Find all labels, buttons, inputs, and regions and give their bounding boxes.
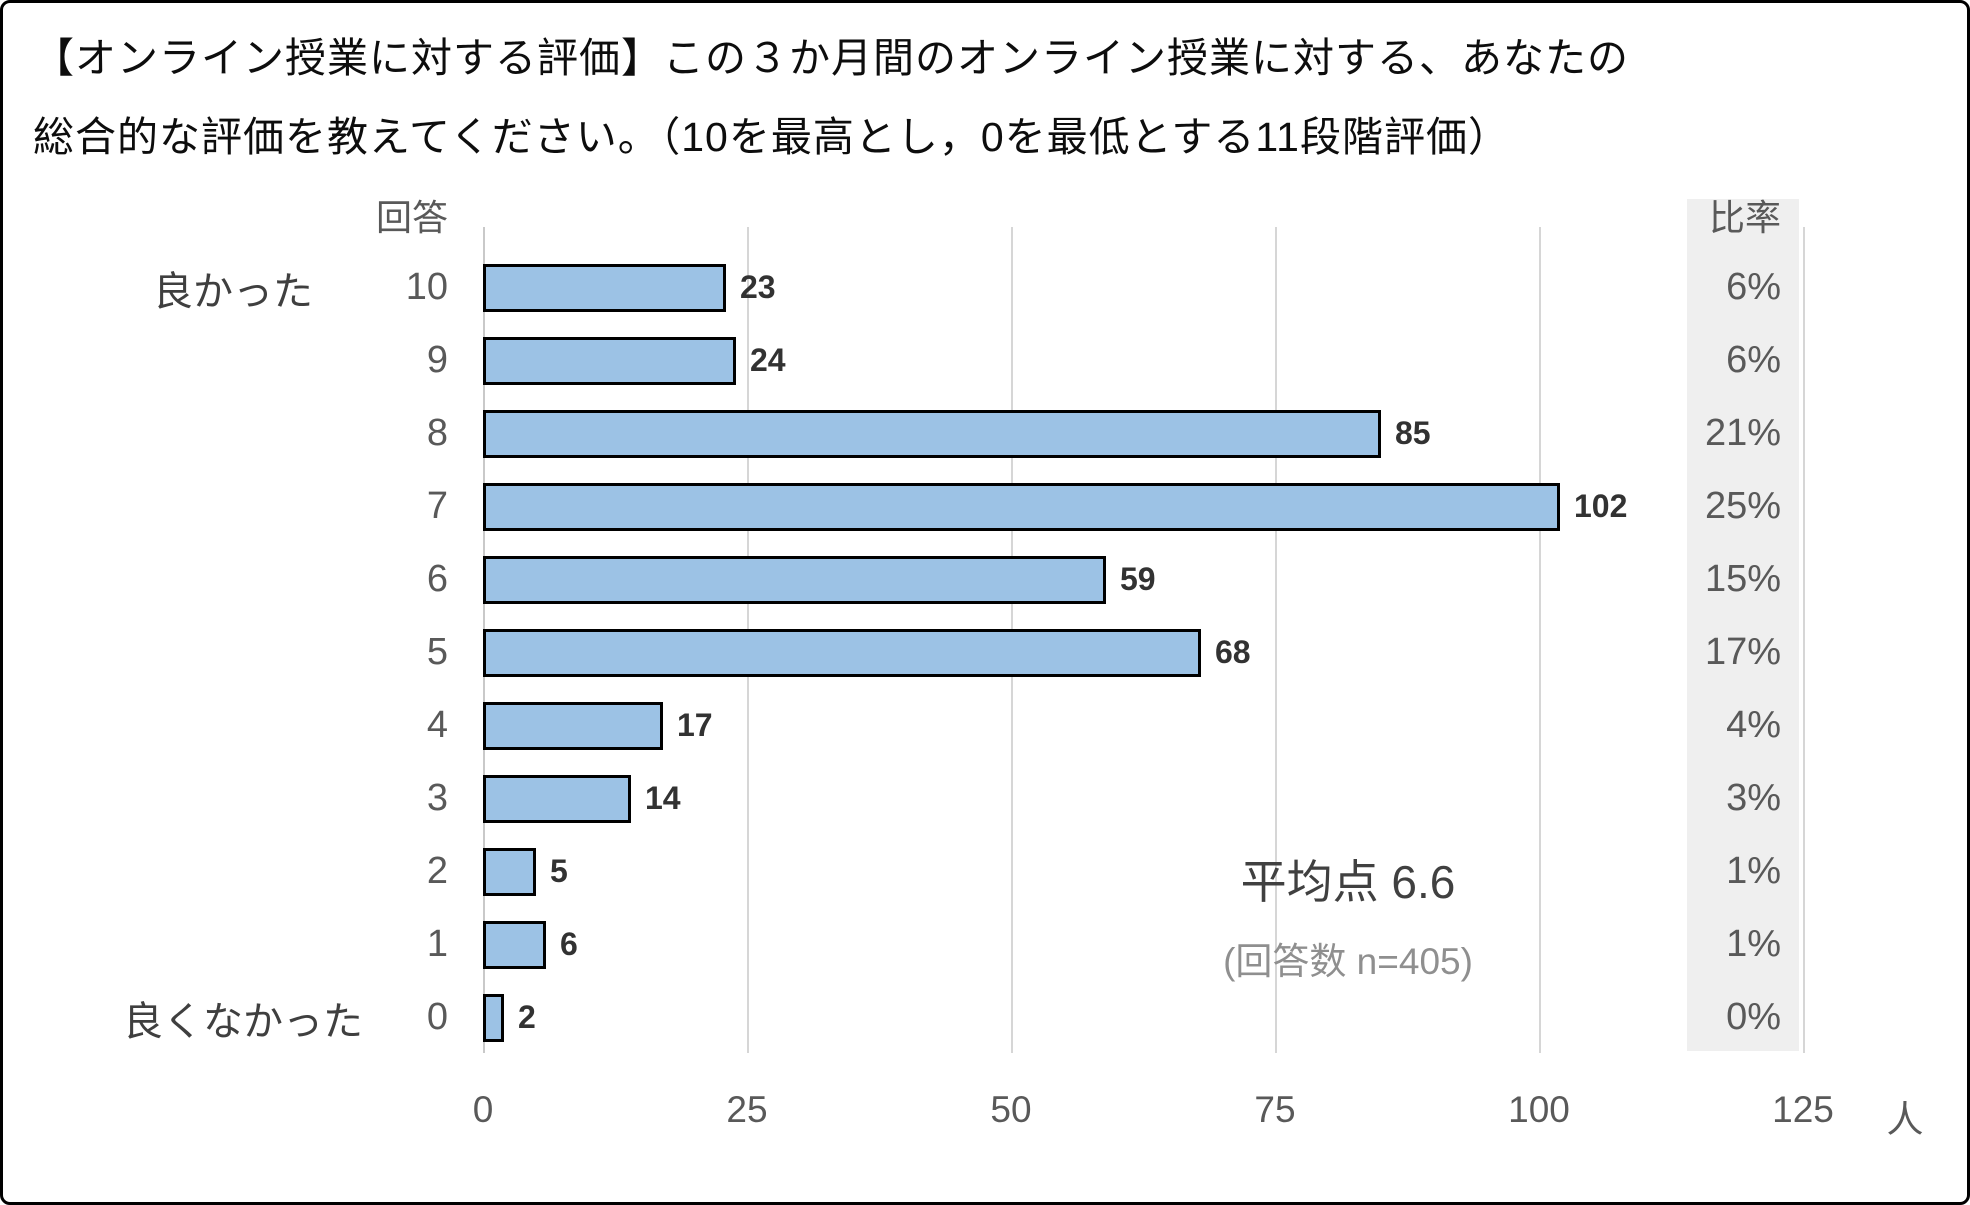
value-label: 23: [740, 269, 776, 305]
bar-score-2: [483, 847, 536, 896]
percent-label: 6%: [1726, 339, 1781, 381]
x-tick-75: 75: [1254, 1089, 1296, 1130]
value-label: 5: [550, 853, 568, 889]
bar-score-7: [483, 482, 1560, 531]
ratio-column-band: [1687, 199, 1799, 1051]
bar-score-10: [483, 263, 726, 312]
x-tick-0: 0: [472, 1089, 494, 1130]
bar-score-5: [483, 628, 1201, 677]
percent-label: 4%: [1726, 704, 1781, 746]
score-label: 8: [426, 412, 448, 454]
value-label: 24: [750, 342, 786, 378]
value-label: 2: [518, 999, 536, 1035]
x-gridline-75: [1275, 227, 1277, 1053]
chart-title-line2: 総合的な評価を教えてください。（10を最高とし，0を最低とする11段階評価）: [33, 114, 1510, 160]
score-label: 3: [426, 777, 448, 819]
value-label: 6: [560, 926, 578, 962]
column-header-answer: 回答: [375, 197, 448, 238]
sample-size-annotation: (回答数 n=405): [1223, 941, 1473, 982]
value-label: 59: [1120, 561, 1156, 597]
bar-score-6: [483, 555, 1106, 604]
value-label: 17: [677, 707, 713, 743]
column-header-ratio: 比率: [1708, 197, 1781, 238]
percent-label: 3%: [1726, 777, 1781, 819]
x-tick-25: 25: [726, 1089, 768, 1130]
bar-row-0: 0 2 0%: [3, 981, 1967, 1054]
bar-row-6: 6 59 15%: [3, 543, 1967, 616]
bar-score-1: [483, 920, 546, 969]
percent-label: 15%: [1704, 558, 1781, 600]
bar-row-4: 4 17 4%: [3, 689, 1967, 762]
bar-score-8: [483, 409, 1381, 458]
percent-label: 21%: [1704, 412, 1781, 454]
bar-score-4: [483, 701, 663, 750]
percent-label: 17%: [1704, 631, 1781, 673]
bar-score-0: [483, 993, 504, 1042]
bar-score-9: [483, 336, 736, 385]
x-axis-unit-label: 人: [1886, 1099, 1924, 1140]
score-label: 1: [426, 923, 448, 965]
bar-row-7: 7 102 25%: [3, 470, 1967, 543]
bar-score-3: [483, 774, 631, 823]
bar-row-9: 9 24 6%: [3, 324, 1967, 397]
bar-row-8: 8 85 21%: [3, 397, 1967, 470]
score-label: 0: [426, 996, 448, 1038]
score-label: 6: [426, 558, 448, 600]
bar-row-1: 1 6 1%: [3, 908, 1967, 981]
bar-row-10: 10 23 6%: [3, 251, 1967, 324]
chart-title-line1: 【オンライン授業に対する評価】この３か月間のオンライン授業に対する、あなたの: [33, 35, 1629, 81]
chart-title: 【オンライン授業に対する評価】この３か月間のオンライン授業に対する、あなたの 総…: [33, 19, 1948, 177]
bar-row-5: 5 68 17%: [3, 616, 1967, 689]
bar-row-2: 2 5 1%: [3, 835, 1967, 908]
percent-label: 0%: [1726, 996, 1781, 1038]
score-label: 4: [426, 704, 448, 746]
score-label: 9: [426, 339, 448, 381]
x-gridline-125: [1803, 227, 1805, 1053]
mean-score-annotation: 平均点 6.6: [1240, 856, 1456, 908]
bar-row-3: 3 14 3%: [3, 762, 1967, 835]
percent-label: 1%: [1726, 923, 1781, 965]
value-label: 14: [645, 780, 681, 816]
value-label: 102: [1574, 488, 1628, 524]
x-gridline-100: [1539, 227, 1541, 1053]
x-tick-50: 50: [990, 1089, 1032, 1130]
value-label: 85: [1395, 415, 1431, 451]
axis-label-bad: 良くなかった: [123, 999, 363, 1044]
value-label: 68: [1215, 634, 1251, 670]
score-label: 5: [426, 631, 448, 673]
percent-label: 6%: [1726, 266, 1781, 308]
axis-label-good: 良かった: [153, 269, 313, 314]
percent-label: 1%: [1726, 850, 1781, 892]
bar-rows: 10 23 6% 9 24 6% 8 85 21% 7 102 25% 6 59…: [3, 251, 1967, 1054]
score-label: 10: [405, 266, 448, 308]
x-tick-100: 100: [1508, 1089, 1570, 1130]
score-label: 2: [426, 850, 448, 892]
x-tick-125: 125: [1772, 1089, 1834, 1130]
percent-label: 25%: [1704, 485, 1781, 527]
score-label: 7: [426, 485, 448, 527]
